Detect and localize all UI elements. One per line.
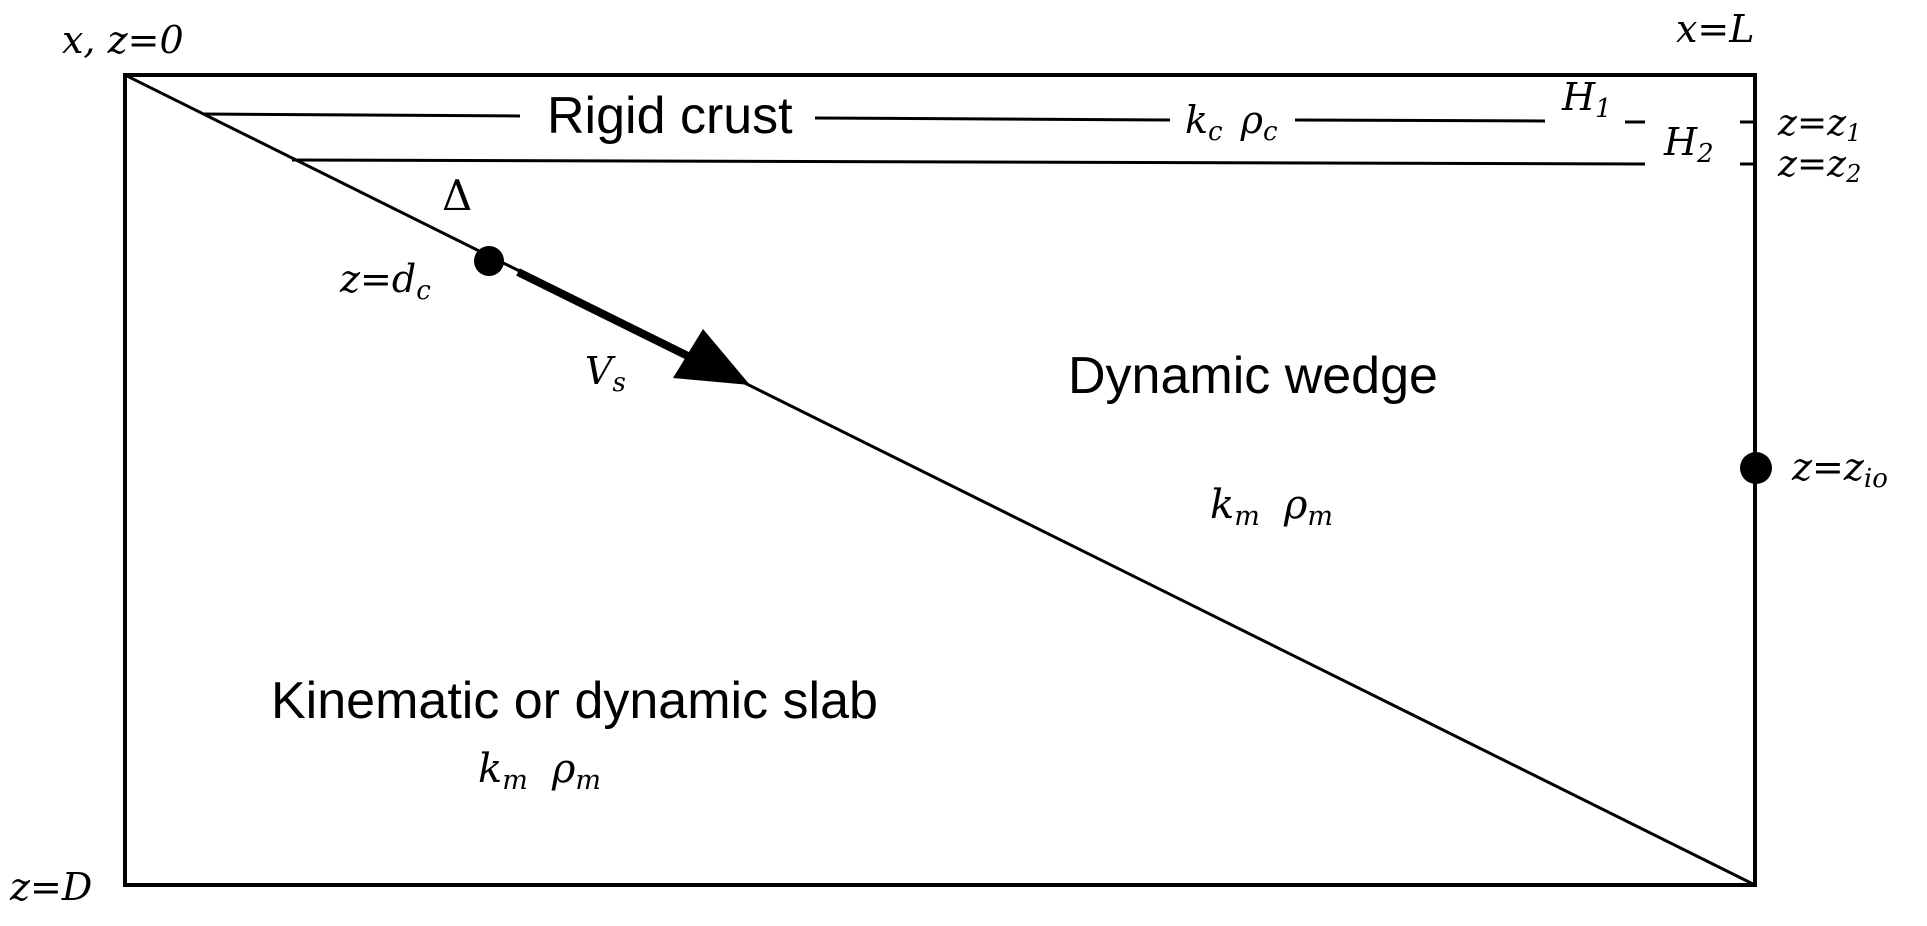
slab-interface-line: [124, 73, 1756, 887]
origin-label: x, z=0: [62, 18, 184, 62]
delta-label: Δ: [442, 171, 472, 220]
z2-label: z=z2: [1777, 144, 1861, 188]
z-equals-d-label: z=D: [9, 865, 92, 909]
slab-velocity-arrow-head: [673, 329, 750, 385]
z1-label: z=z1: [1777, 103, 1861, 147]
zio-label: z=zio: [1791, 445, 1888, 494]
crust-base-line-seg2: [814, 116, 1171, 122]
slab-label: Kinematic or dynamic slab: [271, 672, 878, 730]
crust-base-line-seg1: [202, 112, 521, 118]
h1-label: H1: [1561, 75, 1612, 124]
z2-line: [291, 158, 1646, 166]
vs-label: Vs: [585, 349, 626, 398]
dynamic-wedge-label: Dynamic wedge: [1068, 347, 1438, 405]
dc-marker-dot: [474, 246, 504, 276]
x-equals-l-label: x=L: [1676, 7, 1755, 51]
slab-properties-label: km ρm: [478, 746, 601, 796]
h2-label: H2: [1663, 120, 1714, 169]
dc-depth-label: z=dc: [339, 257, 431, 306]
crust-properties-label: kc ρc: [1185, 98, 1278, 147]
wedge-properties-label: km ρm: [1210, 482, 1333, 532]
crust-base-line-seg3: [1294, 118, 1546, 123]
zio-marker-dot: [1740, 452, 1772, 484]
slab-velocity-arrow-shaft: [516, 268, 702, 366]
rigid-crust-label: Rigid crust: [547, 87, 793, 145]
